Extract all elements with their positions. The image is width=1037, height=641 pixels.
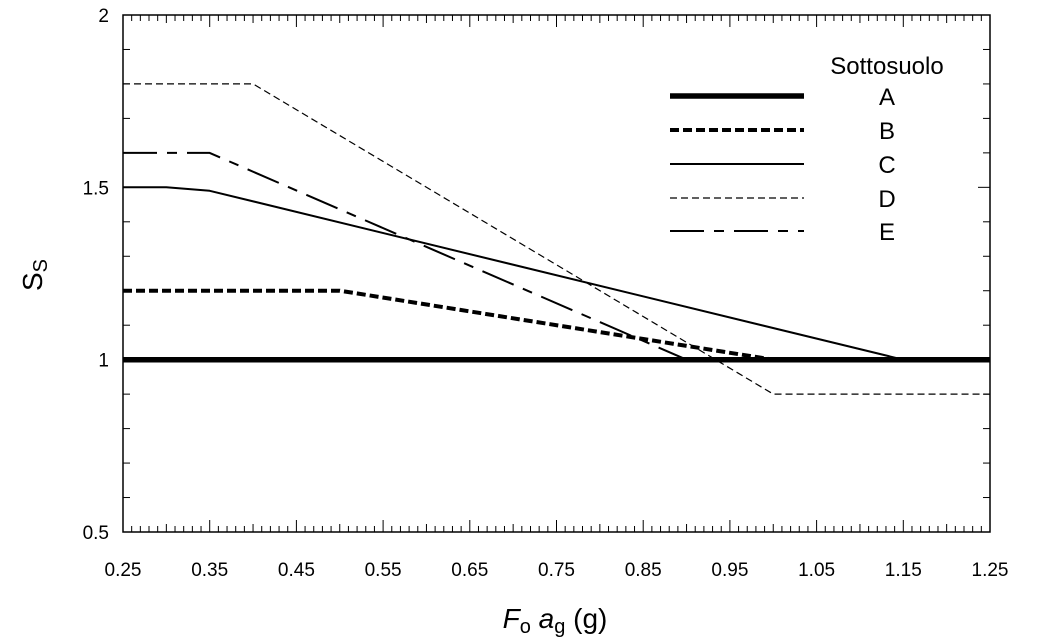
x-tick-label: 0.65 [451, 560, 488, 581]
y-axis-title: SS [17, 259, 52, 291]
legend-label-b: B [879, 118, 895, 145]
x-tick-label: 0.75 [538, 560, 575, 581]
y-tick-label: 1 [98, 351, 109, 372]
legend-label-d: D [878, 186, 895, 213]
y-tick-label: 1.5 [83, 178, 109, 199]
x-tick-label: 1.15 [885, 560, 922, 581]
x-axis-title: Fo ag (g) [503, 603, 608, 638]
x-tick-label: 0.25 [105, 560, 142, 581]
legend-label-c: C [878, 152, 895, 179]
y-tick-label: 0.5 [83, 523, 109, 544]
series-line-c [123, 186, 990, 361]
y-tick-label: 2 [98, 6, 109, 27]
x-tick-label: 0.45 [278, 560, 315, 581]
x-tick-label: 0.55 [365, 560, 402, 581]
plot-frame [122, 14, 991, 533]
legend-title: Sottosuolo [830, 53, 943, 80]
x-tick-label: 1.25 [972, 560, 1009, 581]
axes: 0.25 0.35 0.45 0.55 0.65 0.75 0.85 0.95 1.05 1.15… [83, 6, 1009, 581]
series-line-e [123, 151, 990, 361]
legend-label-a: A [879, 84, 895, 111]
series-line-d [123, 83, 990, 395]
series-line-b [123, 288, 990, 362]
plot-area [123, 83, 990, 395]
legend-label-e: E [879, 219, 895, 246]
x-tick-label: 0.35 [191, 560, 228, 581]
x-tick-label: 0.95 [711, 560, 748, 581]
x-tick-label: 1.05 [798, 560, 835, 581]
x-tick-label: 0.85 [625, 560, 662, 581]
